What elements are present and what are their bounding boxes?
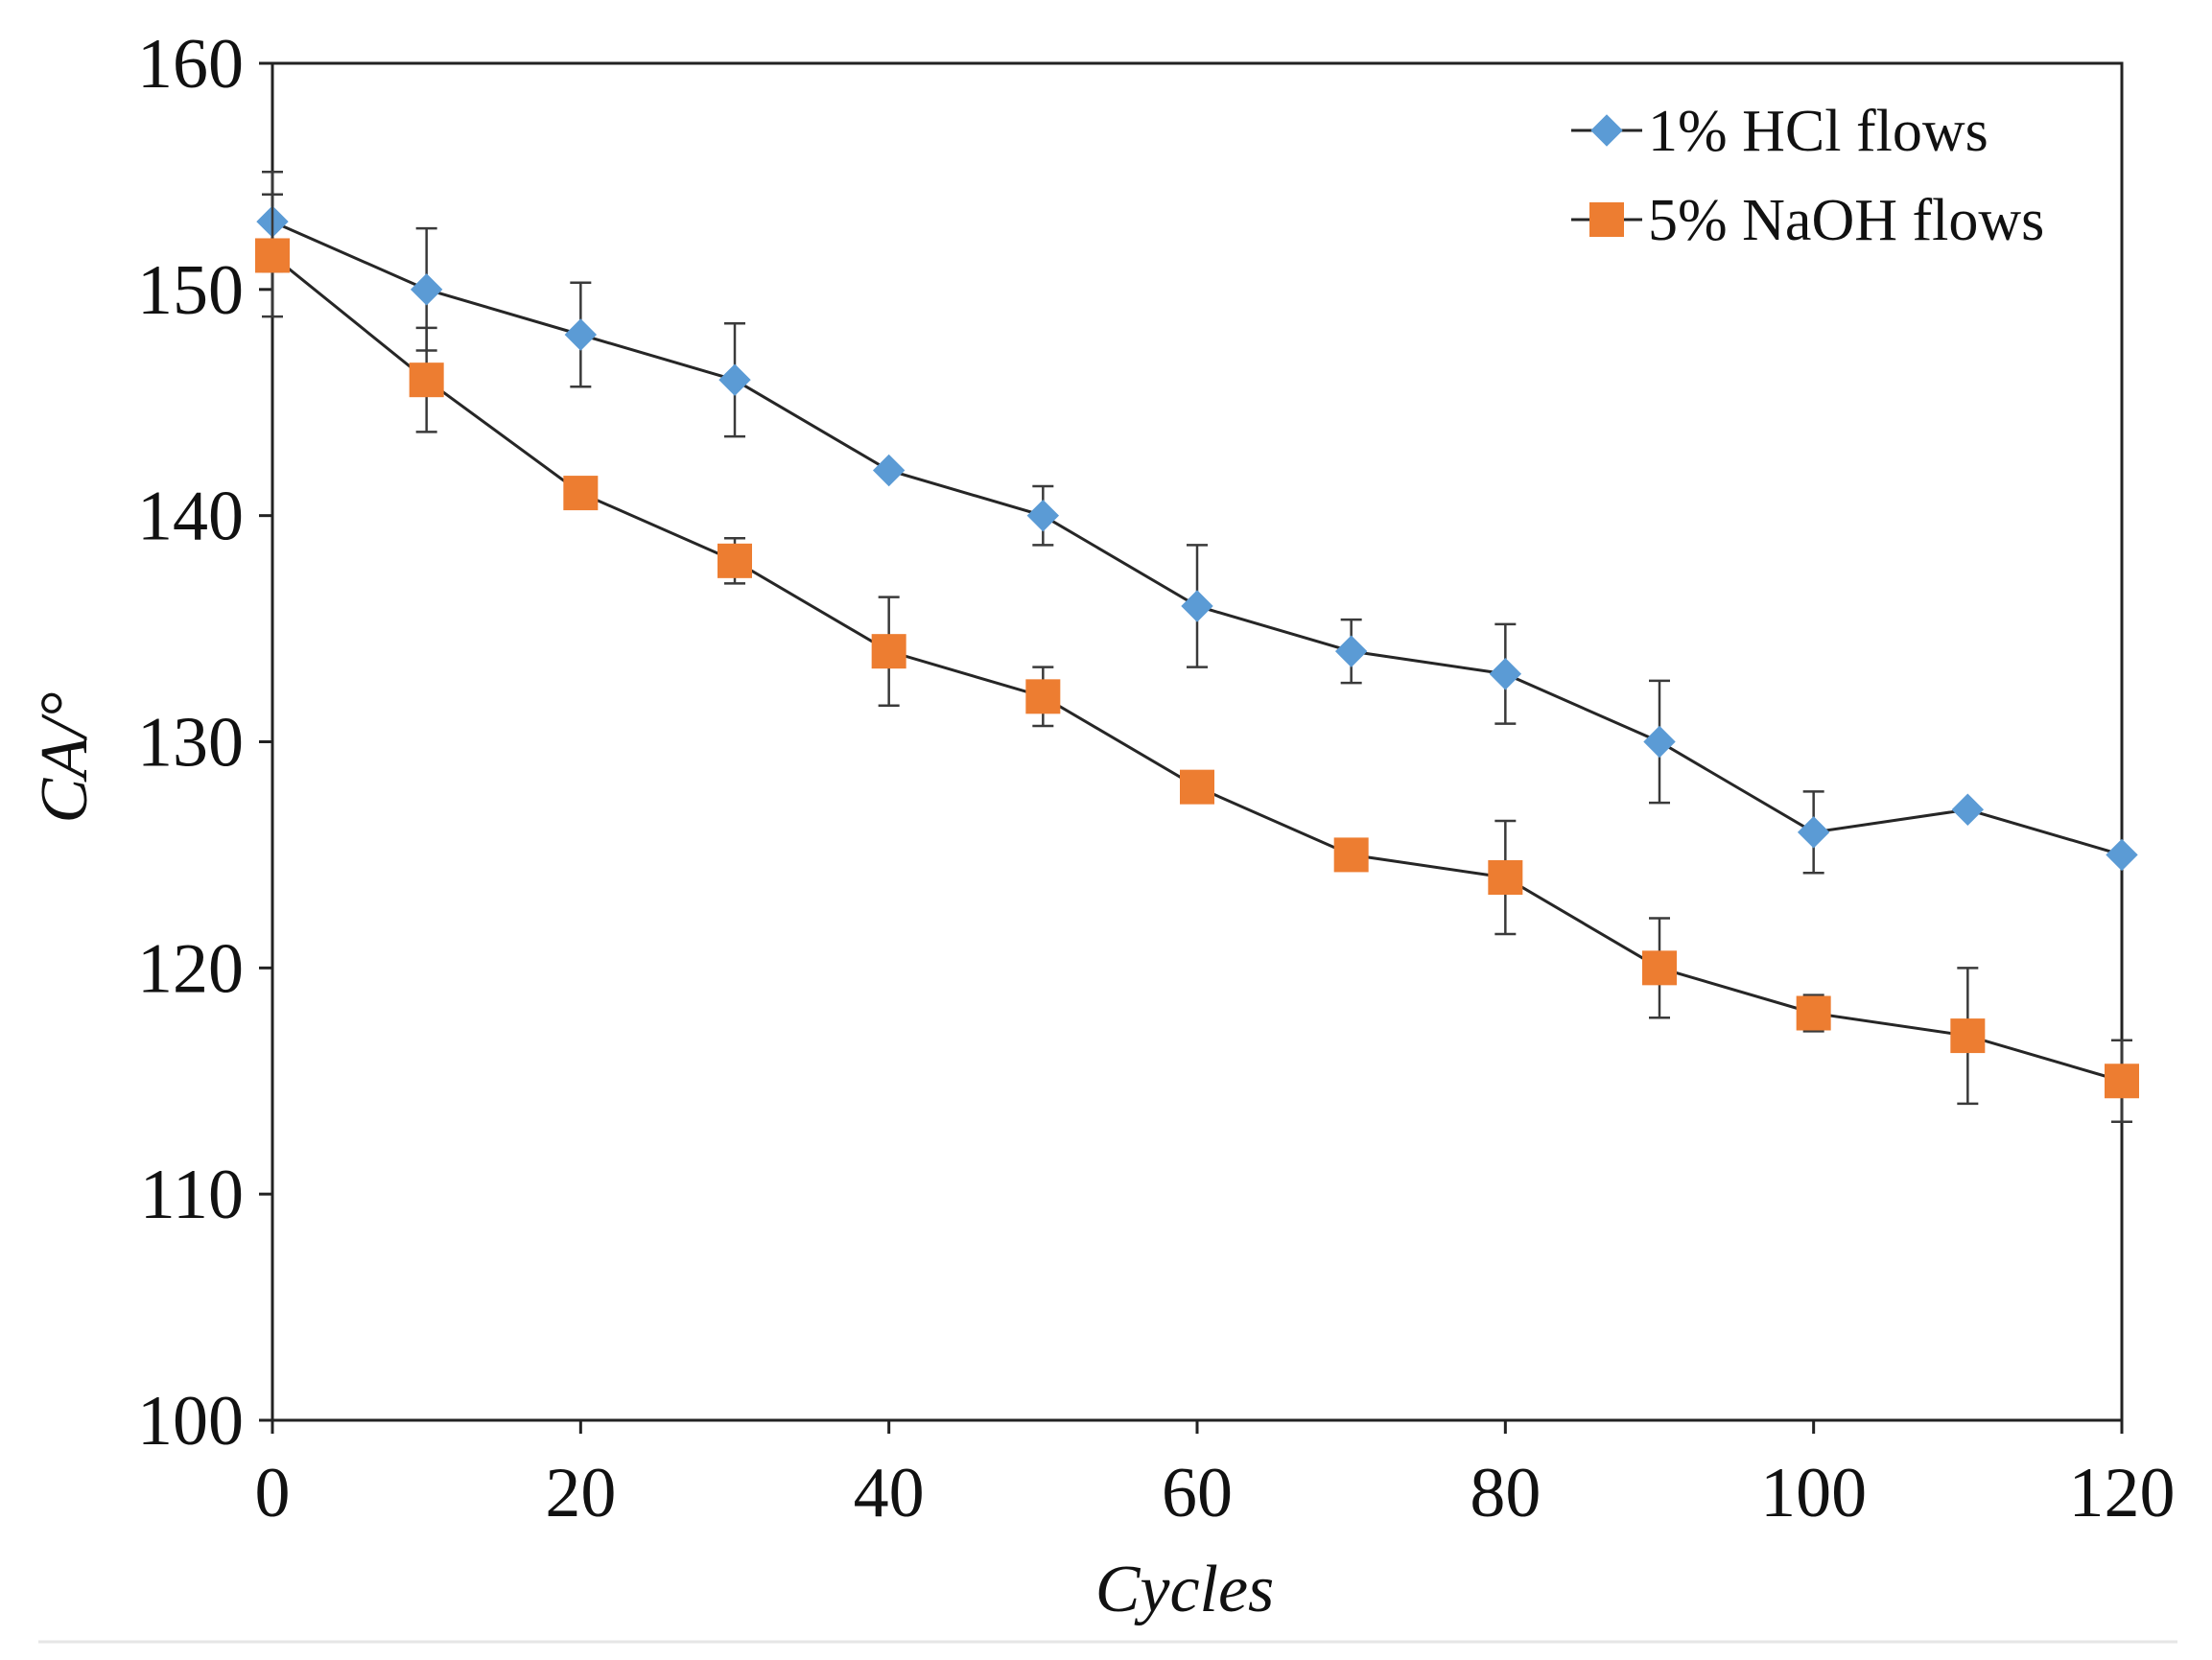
x-tick-label: 20 bbox=[545, 1454, 616, 1532]
legend-item-2-marker bbox=[1589, 202, 1624, 237]
series-1-point bbox=[872, 454, 906, 487]
x-tick-label: 100 bbox=[1760, 1454, 1867, 1532]
series-1-point bbox=[1489, 658, 1522, 690]
series-1-point bbox=[410, 273, 443, 306]
y-tick-label: 150 bbox=[137, 251, 244, 330]
y-tick-label: 130 bbox=[137, 704, 244, 783]
legend-item-1-label: 1% HCl flows bbox=[1648, 99, 1988, 164]
series-1-point bbox=[718, 363, 751, 396]
series-1-point bbox=[1797, 816, 1830, 849]
series-2-point bbox=[1796, 995, 1831, 1031]
series-2-point bbox=[1333, 837, 1369, 873]
series-2-point bbox=[1950, 1018, 1986, 1054]
y-tick-label: 140 bbox=[137, 478, 244, 556]
plot-area-border bbox=[271, 61, 2124, 1422]
series-1-point bbox=[1951, 793, 1985, 826]
x-tick-label: 0 bbox=[255, 1454, 291, 1532]
series-1-point bbox=[1026, 499, 1060, 532]
series-1-point bbox=[564, 318, 598, 351]
x-tick-label: 120 bbox=[2069, 1454, 2176, 1532]
series-1-point bbox=[2106, 838, 2138, 872]
series-1 bbox=[256, 170, 2138, 875]
x-tick-label: 60 bbox=[1162, 1454, 1233, 1532]
series-2 bbox=[255, 193, 2139, 1123]
legend-item-1: 1% HCl flows bbox=[1571, 99, 1988, 164]
y-tick-label: 120 bbox=[137, 929, 244, 1008]
series-2-point bbox=[1025, 679, 1061, 714]
series-2-point bbox=[1180, 769, 1214, 805]
y-axis-title: CA/° bbox=[28, 692, 102, 824]
x-tick-label: 80 bbox=[1470, 1454, 1541, 1532]
y-tick-label: 110 bbox=[140, 1156, 244, 1234]
series-2-point bbox=[563, 476, 599, 511]
series-2-point bbox=[1488, 860, 1523, 895]
series-1-point bbox=[1334, 635, 1368, 667]
plot-series bbox=[255, 170, 2139, 1123]
y-axis: 100 110 120 130 140 150 160 bbox=[137, 25, 272, 1461]
series-2-point bbox=[2105, 1064, 2139, 1099]
y-tick-label: 100 bbox=[137, 1382, 244, 1461]
series-1-line bbox=[271, 220, 2123, 856]
series-1-point bbox=[1181, 590, 1213, 622]
legend: 1% HCl flows 5% NaOH flows bbox=[1571, 99, 2044, 253]
series-2-point bbox=[871, 634, 906, 669]
plot-frame bbox=[271, 61, 2124, 1422]
series-2-point bbox=[255, 238, 290, 273]
series-2-point bbox=[409, 362, 444, 398]
x-axis-title: Cycles bbox=[1095, 1553, 1275, 1626]
legend-item-2-label: 5% NaOH flows bbox=[1648, 188, 2044, 253]
series-2-point bbox=[1642, 950, 1677, 986]
series-2-point bbox=[718, 543, 752, 578]
x-tick-label: 40 bbox=[854, 1454, 925, 1532]
legend-item-1-marker bbox=[1590, 114, 1623, 147]
series-1-point bbox=[1643, 725, 1676, 759]
x-axis: 0 20 40 60 80 100 120 bbox=[255, 1420, 2176, 1532]
legend-item-2: 5% NaOH flows bbox=[1571, 188, 2044, 253]
y-tick-label: 160 bbox=[137, 25, 244, 104]
